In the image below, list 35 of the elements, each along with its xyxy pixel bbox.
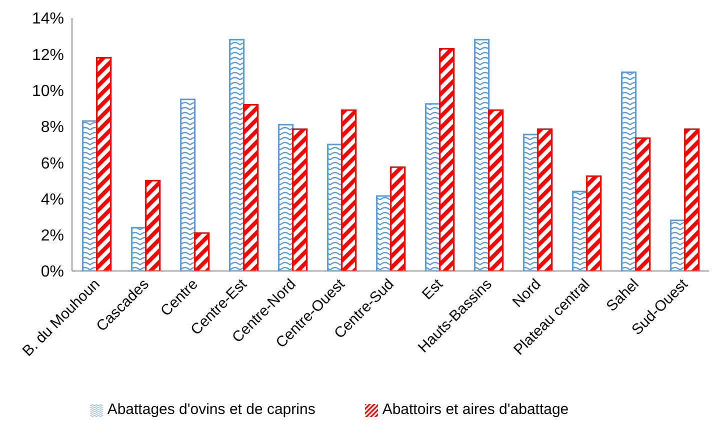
y-tick-label: 4% [40,191,64,208]
bar [572,190,588,271]
y-tick-label: 14% [32,10,64,28]
bar [488,109,504,271]
legend-label: Abattages d'ovins et de caprins [107,401,316,418]
bar [523,134,539,271]
y-tick-label: 8% [40,119,64,136]
bar [180,98,196,271]
bar [390,166,406,271]
bar [376,195,392,271]
bar [327,144,343,271]
bar [278,124,294,271]
bar [194,232,210,271]
bar [684,128,700,271]
y-tick-label: 0% [40,264,64,281]
legend-label: Abattoirs et aires d'abattage [382,401,569,418]
bar [82,120,98,271]
bar [145,180,161,271]
y-tick-label: 12% [32,46,64,64]
y-tick-label: 10% [32,82,64,100]
bar [229,38,245,271]
bar [586,175,602,271]
bar [243,104,259,271]
y-tick-label: 2% [40,228,64,245]
bar [537,128,553,271]
bar [341,109,357,271]
bar [425,103,441,271]
bar [96,57,112,271]
bar [635,137,651,271]
bar [439,48,455,271]
bar [670,220,686,271]
bar [474,38,490,271]
y-tick-label: 6% [40,155,64,172]
bar [621,71,637,271]
bar [292,128,308,271]
